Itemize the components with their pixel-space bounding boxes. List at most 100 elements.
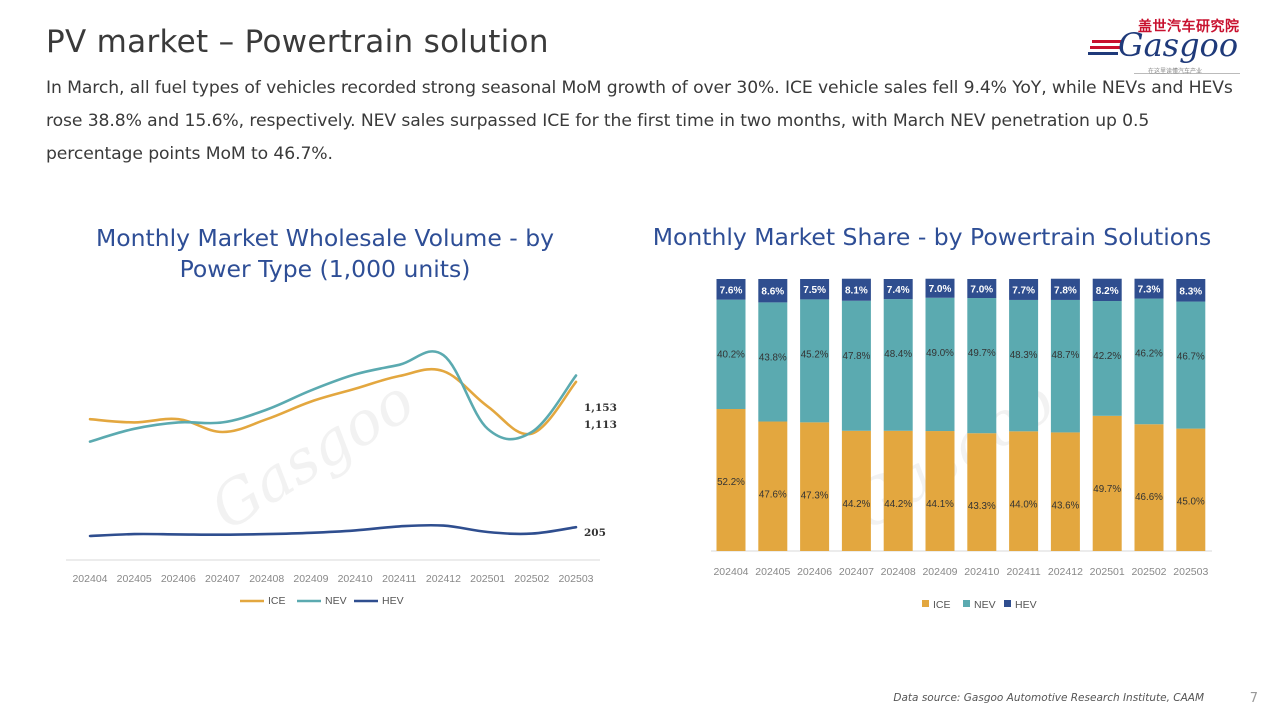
x-tick-label: 202503 [1173,566,1208,578]
legend-label-hev: HEV [382,595,404,607]
x-tick-label: 202406 [161,573,196,585]
page-number: 7 [1249,691,1258,706]
bar-segment-nev [841,300,871,431]
bar-data-label-ice: 44.1% [926,499,954,510]
legend-label-ice: ICE [933,599,951,611]
end-value-label-ice: 1,113 [584,419,617,431]
page-title: PV market – Powertrain solution [46,24,549,60]
bar-data-label-nev: 45.2% [801,349,829,360]
bar-data-label-nev: 46.7% [1177,352,1205,363]
bar-data-label-hev: 8.2% [1096,286,1119,297]
bar-segment-hev [967,279,997,299]
bar-data-label-nev: 48.4% [884,349,912,360]
x-tick-label: 202502 [1131,566,1166,578]
logo-stripes-icon [1088,40,1122,55]
bar-segment-hev [841,278,871,301]
bar-data-label-hev: 7.4% [887,285,910,296]
x-tick-label: 202410 [964,566,999,578]
bar-segment-nev [883,299,913,431]
x-tick-label: 202410 [338,573,373,585]
bar-segment-hev [758,279,788,303]
x-tick-label: 202405 [117,573,152,585]
bar-data-label-ice: 43.6% [1052,500,1080,511]
bar-segment-ice [841,430,871,551]
bar-data-label-nev: 42.2% [1093,351,1121,362]
bar-data-label-ice: 52.2% [717,477,745,488]
bar-chart-title: Monthly Market Share - by Powertrain Sol… [652,223,1212,251]
bar-data-label-nev: 49.0% [926,348,954,359]
bar-data-label-hev: 7.0% [929,284,952,295]
bar-data-label-ice: 46.6% [1135,492,1163,503]
legend-swatch-hev [1004,600,1011,607]
bar-segment-hev [1009,279,1039,300]
bar-segment-nev [1134,298,1164,425]
x-tick-label: 202412 [426,573,461,585]
legend-label-nev: NEV [325,595,347,607]
bar-data-label-hev: 7.5% [803,285,826,296]
bar-data-label-ice: 44.2% [884,499,912,510]
summary-text: In March, all fuel types of vehicles rec… [46,78,1233,164]
bar-data-label-ice: 47.3% [801,490,829,501]
bar-segment-nev [1176,301,1206,429]
series-line-hev [88,523,578,538]
x-tick-label: 202408 [881,566,916,578]
bar-data-label-ice: 43.3% [968,501,996,512]
x-tick-label: 202404 [72,573,107,585]
x-tick-label: 202412 [1048,566,1083,578]
bar-data-label-nev: 49.7% [968,348,996,359]
bar-segment-hev [800,279,830,300]
legend-label-nev: NEV [974,599,996,611]
bar-data-label-hev: 7.6% [720,285,743,296]
bar-segment-nev [925,297,955,432]
x-tick-label: 202503 [558,573,593,585]
bar-segment-hev [1134,278,1164,299]
bar-segment-nev [800,299,830,423]
bar-data-label-hev: 7.0% [970,285,993,296]
logo-tagline: 在这里读懂汽车产业 [1148,68,1203,75]
bar-segment-ice [967,433,997,551]
bar-data-label-nev: 48.7% [1052,350,1080,361]
legend-label-hev: HEV [1015,599,1037,611]
legend-swatch-nev [963,600,970,607]
bar-data-label-ice: 44.2% [843,499,871,510]
bar-data-label-nev: 43.8% [759,352,787,363]
bar-data-label-hev: 7.7% [1012,285,1035,296]
bar-segment-nev [967,298,997,434]
x-tick-label: 202406 [797,566,832,578]
bar-segment-ice [1176,428,1206,551]
x-tick-label: 202407 [205,573,240,585]
bar-segment-ice [1009,431,1039,551]
data-source: Data source: Gasgoo Automotive Research … [893,692,1204,704]
logo-divider [1134,73,1240,74]
bar-data-label-ice: 49.7% [1093,484,1121,495]
x-tick-label: 202411 [382,573,416,585]
bar-data-label-nev: 40.2% [717,350,745,361]
gasgoo-logo: 盖世汽车研究院 Gasgoo 在这里读懂汽车产业 [1088,16,1240,76]
bar-data-label-hev: 8.1% [845,286,868,297]
x-tick-label: 202501 [470,573,505,585]
bar-segment-ice [1050,432,1080,551]
x-tick-label: 202409 [922,566,957,578]
bar-data-label-ice: 45.0% [1177,497,1205,508]
bar-segment-nev [1009,299,1039,432]
x-tick-label: 202502 [514,573,549,585]
legend-label-ice: ICE [268,595,286,607]
bar-data-label-hev: 7.8% [1054,285,1077,296]
end-value-label-nev: 1,153 [584,402,617,414]
series-line-ice [88,367,578,436]
end-value-label-hev: 205 [584,527,606,539]
x-tick-label: 202407 [839,566,874,578]
logo-wordmark: Gasgoo [1118,26,1239,64]
bar-data-label-ice: 44.0% [1010,499,1038,510]
bar-segment-ice [925,431,955,551]
bar-segment-hev [1092,278,1122,302]
bar-data-label-hev: 8.3% [1179,286,1202,297]
bar-segment-hev [716,279,746,300]
bar-segment-ice [800,422,830,551]
x-tick-label: 202501 [1090,566,1125,578]
bar-segment-ice [1092,415,1122,551]
line-chart-title: Monthly Market Wholesale Volume - by Pow… [95,224,555,283]
bar-data-label-nev: 46.2% [1135,349,1163,360]
